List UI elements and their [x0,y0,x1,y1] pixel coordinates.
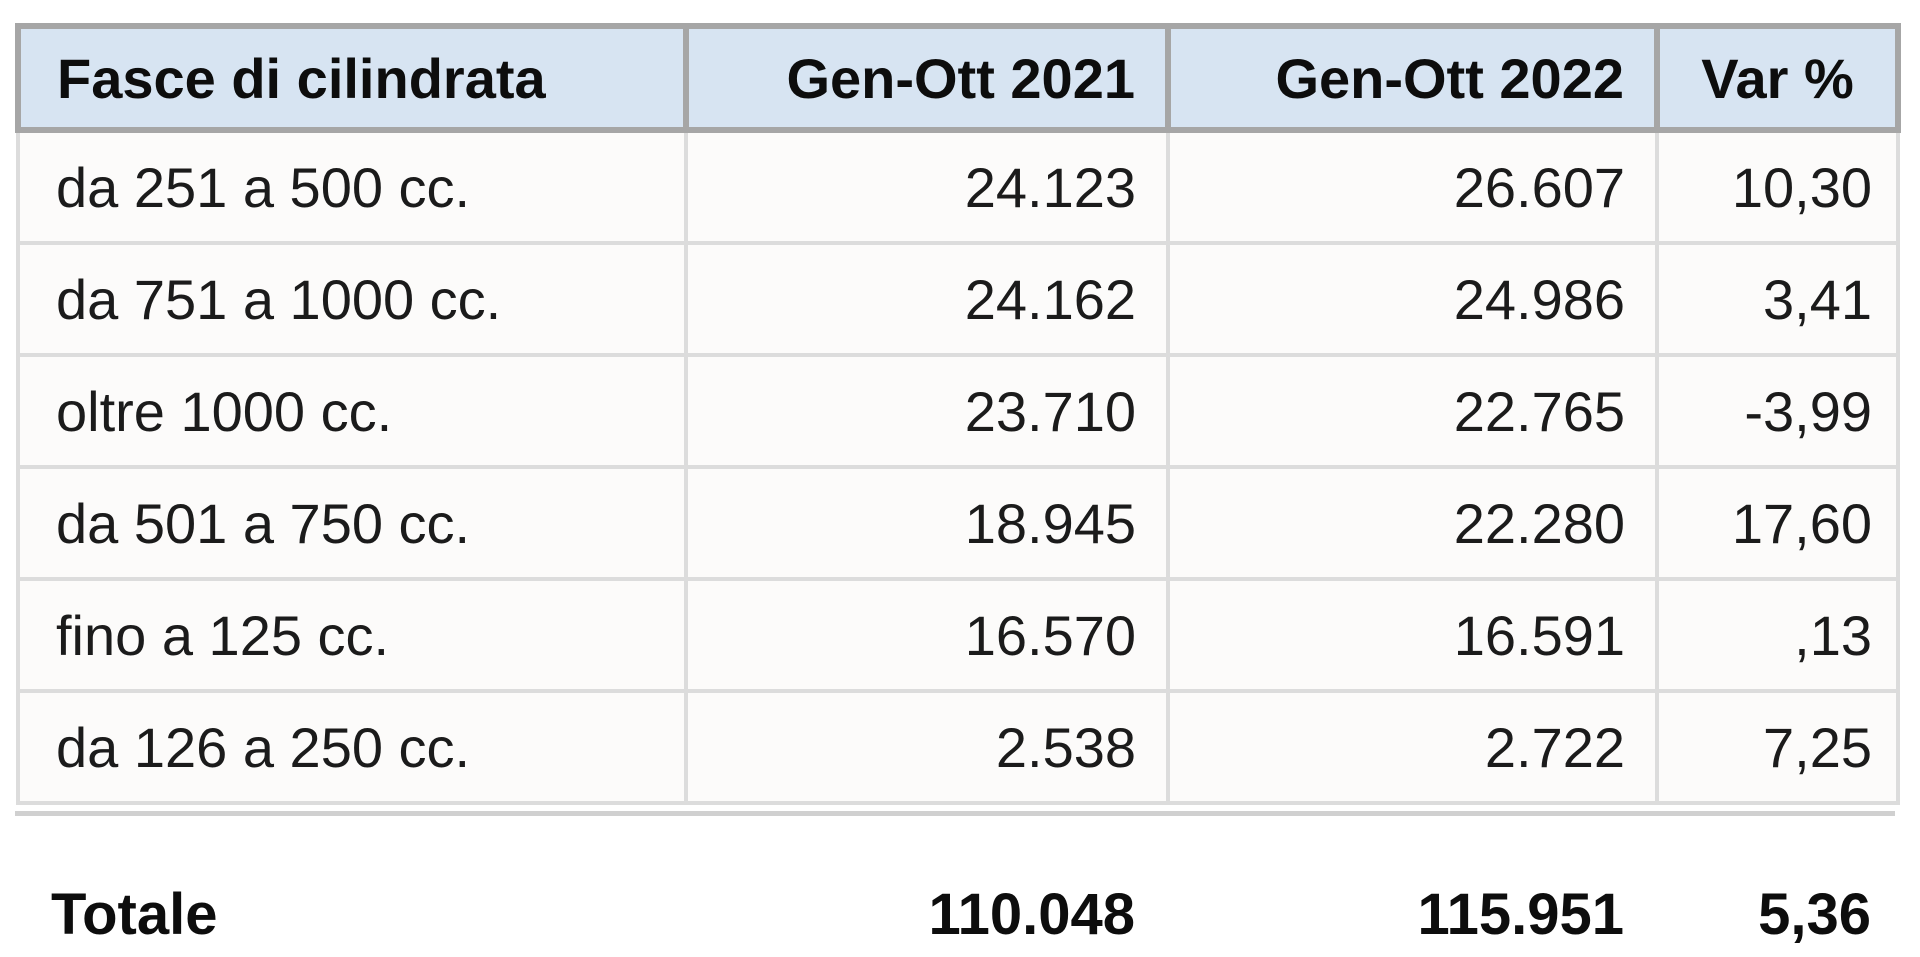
row-label-cell: oltre 1000 cc. [16,353,688,469]
row-label-cell: fino a 125 cc. [16,577,688,693]
total-2021: 110.048 [928,881,1135,947]
table-row: da 501 a 750 cc. 18.945 22.280 17,60 [16,465,1900,581]
value-2022-cell: 26.607 [1166,128,1659,245]
var-percent-cell: 17,60 [1655,465,1900,581]
row-label-cell: da 251 a 500 cc. [16,128,688,245]
total-2022: 115.951 [1417,881,1624,947]
row-label-cell: da 126 a 250 cc. [16,689,688,805]
value-2021-cell: 24.162 [684,241,1170,357]
value-2021-cell: 16.570 [684,577,1170,693]
value-2021-cell: 23.710 [684,353,1170,469]
table-row: da 126 a 250 cc. 2.538 2.722 7,25 [16,689,1900,805]
row-label-cell: da 751 a 1000 cc. [16,241,688,357]
header-row: Fasce di cilindrata Gen-Ott 2021 Gen-Ott… [15,23,1901,133]
value-2022-cell: 22.765 [1166,353,1659,469]
value-2021-cell: 18.945 [684,465,1170,581]
var-percent-cell: 10,30 [1655,128,1900,245]
table-row: fino a 125 cc. 16.570 16.591 ,13 [16,577,1900,693]
var-percent-cell: ,13 [1655,577,1900,693]
var-percent-cell: 3,41 [1655,241,1900,357]
value-2022-cell: 24.986 [1166,241,1659,357]
var-percent-cell: 7,25 [1655,689,1900,805]
value-2021-cell: 24.123 [684,128,1170,245]
total-var-percent: 5,36 [1758,881,1871,947]
value-2022-cell: 2.722 [1166,689,1659,805]
table-row: da 751 a 1000 cc. 24.162 24.986 3,41 [16,241,1900,357]
table-row: oltre 1000 cc. 23.710 22.765 -3,99 [16,353,1900,469]
col-header-gen-ott-2022: Gen-Ott 2022 [1165,23,1660,133]
row-label-cell: da 501 a 750 cc. [16,465,688,581]
total-label: Totale [51,881,218,947]
var-percent-cell: -3,99 [1655,353,1900,469]
registrations-table-wrap: Fasce di cilindrata Gen-Ott 2021 Gen-Ott… [15,23,1901,957]
registrations-table: Fasce di cilindrata Gen-Ott 2021 Gen-Ott… [15,23,1901,805]
value-2022-cell: 16.591 [1166,577,1659,693]
col-header-fasce-di-cilindrata: Fasce di cilindrata [15,23,689,133]
col-header-var-percent: Var % [1654,23,1901,133]
col-header-gen-ott-2021: Gen-Ott 2021 [683,23,1171,133]
table-bottom-rule [15,811,1895,816]
table-row: da 251 a 500 cc. 24.123 26.607 10,30 [16,128,1900,245]
value-2022-cell: 22.280 [1166,465,1659,581]
total-row: Totale 110.048 115.951 5,36 [15,868,1895,957]
value-2021-cell: 2.538 [684,689,1170,805]
